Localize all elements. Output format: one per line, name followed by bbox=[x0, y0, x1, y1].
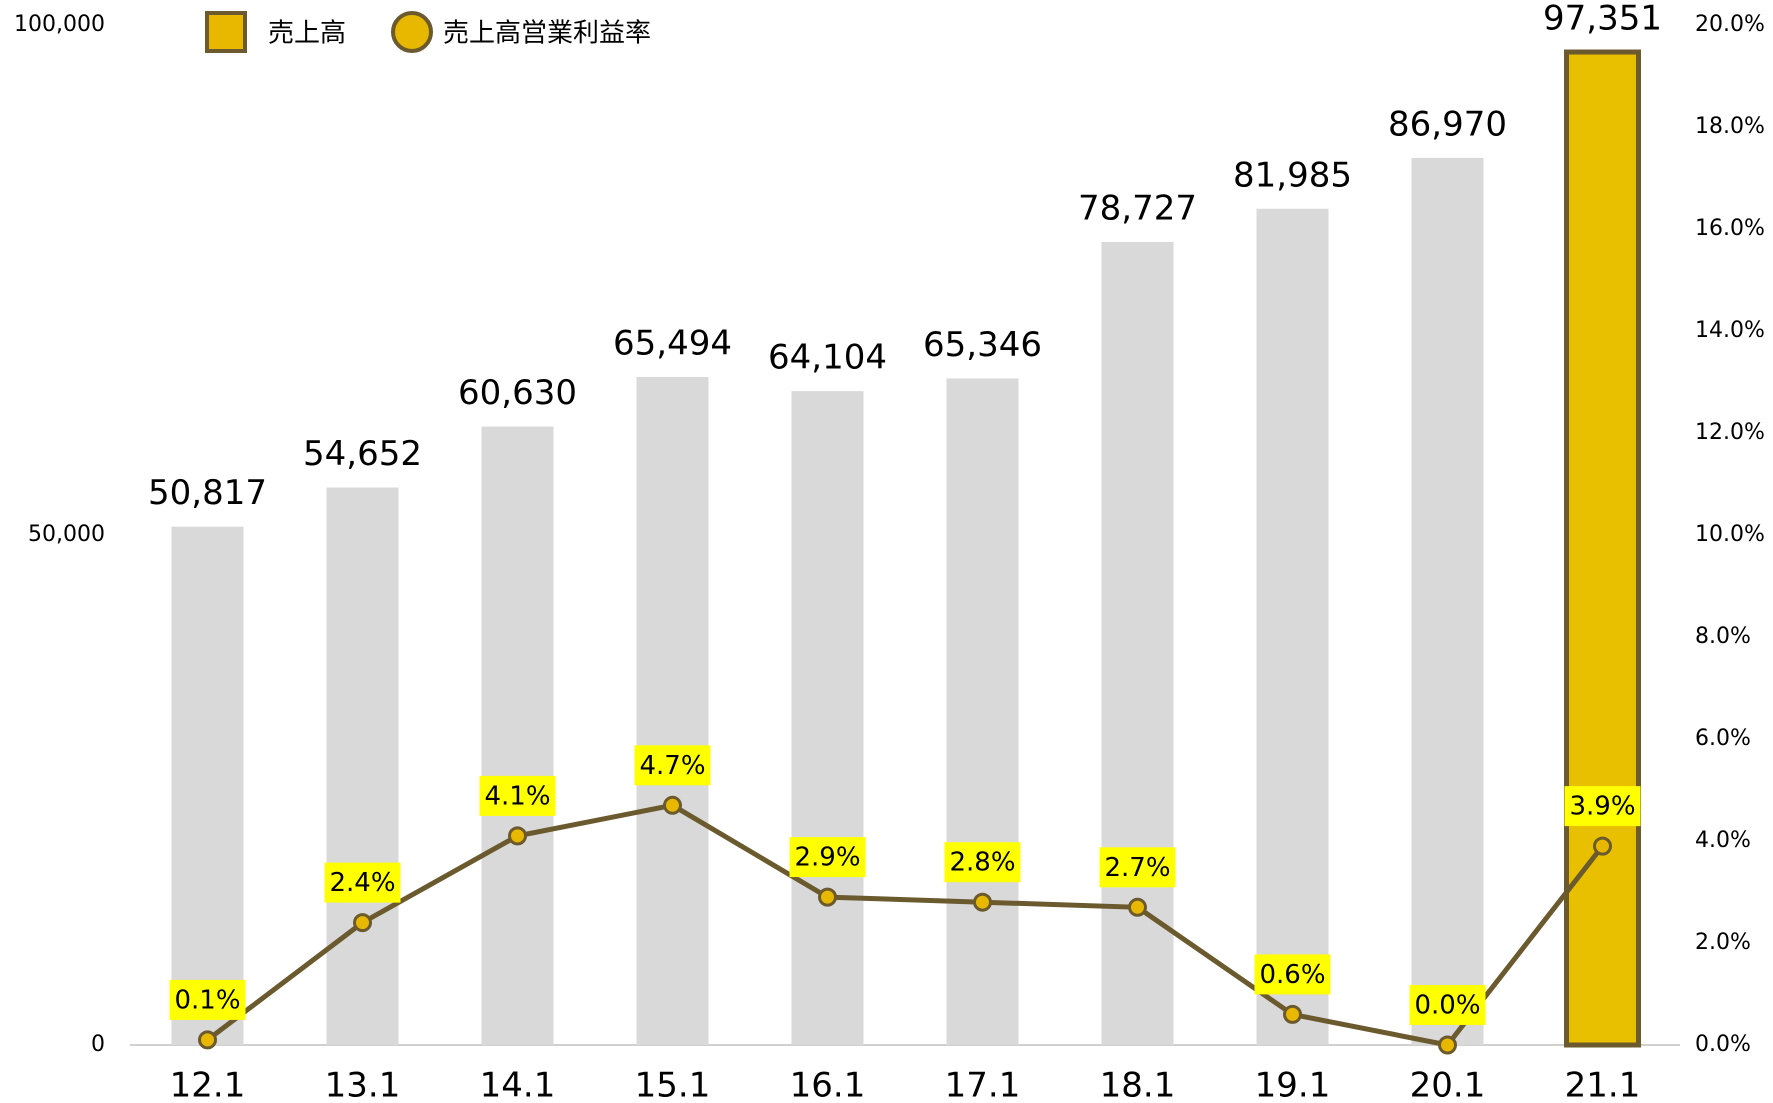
bar-value-label: 65,346 bbox=[923, 325, 1042, 365]
point-label: 2.9% bbox=[794, 843, 860, 873]
x-tick-label: 14.1 bbox=[480, 1066, 556, 1103]
y-tick-label: 50,000 bbox=[28, 522, 105, 547]
line-marker bbox=[198, 1030, 217, 1050]
bar bbox=[171, 526, 244, 1045]
x-tick-label: 15.1 bbox=[635, 1066, 711, 1103]
line-marker bbox=[818, 887, 837, 907]
bar bbox=[1411, 157, 1484, 1045]
bar-value-label: 81,985 bbox=[1233, 155, 1352, 195]
line-marker bbox=[1283, 1004, 1302, 1024]
line-marker bbox=[1593, 836, 1612, 856]
bar bbox=[1256, 208, 1329, 1046]
y-tick-label: 0 bbox=[91, 1032, 105, 1057]
x-tick-label: 17.1 bbox=[945, 1066, 1021, 1103]
y2-tick-label: 6.0% bbox=[1695, 726, 1751, 751]
bar-value-label: 86,970 bbox=[1388, 104, 1507, 144]
x-tick-label: 21.1 bbox=[1565, 1066, 1641, 1103]
y2-tick-label: 10.0% bbox=[1695, 522, 1765, 547]
bar bbox=[636, 376, 709, 1046]
point-label: 0.1% bbox=[174, 985, 240, 1015]
legend-label: 売上高 bbox=[268, 19, 346, 49]
bar bbox=[791, 391, 864, 1046]
line-marker bbox=[1438, 1035, 1457, 1055]
bar-value-label: 54,652 bbox=[303, 434, 422, 474]
bar-value-label: 65,494 bbox=[613, 323, 732, 363]
point-label: 2.4% bbox=[329, 868, 395, 898]
y2-tick-label: 12.0% bbox=[1695, 420, 1765, 445]
x-tick-label: 12.1 bbox=[170, 1066, 246, 1103]
point-label: 2.7% bbox=[1104, 853, 1170, 883]
point-label-box bbox=[169, 979, 246, 1020]
point-label-box bbox=[944, 842, 1021, 883]
x-tick-label: 19.1 bbox=[1255, 1066, 1331, 1103]
line-marker bbox=[663, 795, 682, 815]
x-tick-label: 20.1 bbox=[1410, 1066, 1486, 1103]
bar-value-label: 97,351 bbox=[1543, 0, 1662, 39]
y2-tick-label: 14.0% bbox=[1695, 318, 1765, 343]
point-label-box bbox=[1409, 985, 1486, 1025]
point-label: 4.7% bbox=[639, 751, 705, 781]
legend-swatch bbox=[391, 11, 433, 53]
x-tick-label: 13.1 bbox=[325, 1066, 401, 1103]
legend-swatch bbox=[205, 11, 247, 53]
point-label: 3.9% bbox=[1569, 792, 1635, 822]
line-marker bbox=[973, 892, 992, 912]
bar-value-label: 60,630 bbox=[458, 373, 577, 413]
y2-tick-label: 2.0% bbox=[1695, 930, 1751, 955]
line-marker bbox=[1128, 897, 1147, 917]
point-label-box bbox=[1099, 847, 1176, 888]
bar bbox=[326, 487, 399, 1046]
bar-value-label: 64,104 bbox=[768, 338, 887, 378]
line-marker bbox=[353, 913, 372, 933]
point-label: 4.1% bbox=[484, 781, 550, 811]
point-label: 0.6% bbox=[1259, 960, 1325, 990]
point-label: 0.0% bbox=[1414, 991, 1480, 1021]
y-tick-label: 100,000 bbox=[14, 12, 105, 37]
point-label: 2.8% bbox=[949, 848, 1015, 878]
line-marker bbox=[508, 826, 527, 846]
y2-tick-label: 16.0% bbox=[1695, 216, 1765, 241]
legend-label: 売上高営業利益率 bbox=[443, 19, 651, 49]
bar-value-label: 78,727 bbox=[1078, 188, 1197, 228]
bar bbox=[1564, 49, 1641, 1048]
y2-tick-label: 18.0% bbox=[1695, 114, 1765, 139]
bar bbox=[946, 378, 1019, 1045]
line bbox=[205, 802, 1605, 1048]
point-label-box bbox=[1564, 786, 1641, 827]
x-tick-label: 18.1 bbox=[1100, 1066, 1176, 1103]
y2-tick-label: 0.0% bbox=[1695, 1032, 1751, 1057]
y2-tick-label: 8.0% bbox=[1695, 624, 1751, 649]
point-label-box bbox=[324, 862, 401, 903]
point-label-box bbox=[789, 837, 866, 878]
point-label-box bbox=[1254, 954, 1331, 995]
bar-value-label: 50,817 bbox=[148, 473, 267, 513]
y2-tick-label: 20.0% bbox=[1695, 12, 1765, 37]
point-label-box bbox=[479, 775, 556, 816]
point-label-box bbox=[634, 745, 711, 786]
x-tick-label: 16.1 bbox=[790, 1066, 866, 1103]
y2-tick-label: 4.0% bbox=[1695, 828, 1751, 853]
bar bbox=[481, 426, 554, 1046]
